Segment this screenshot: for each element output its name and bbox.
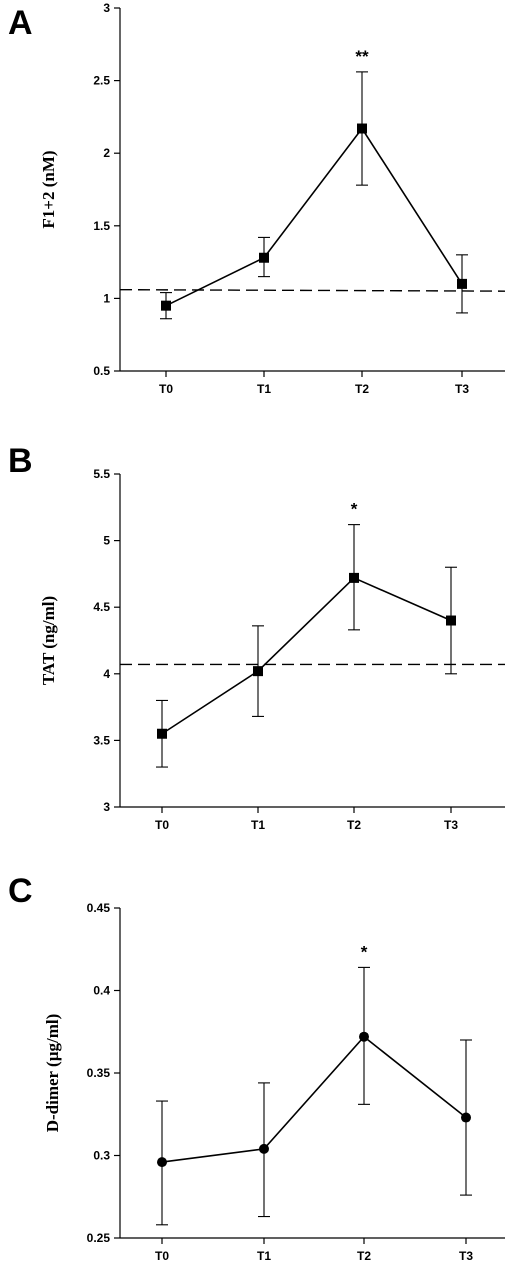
data-point <box>253 666 263 677</box>
data-point <box>259 252 269 263</box>
y-tick-label: 0.3 <box>93 1149 110 1163</box>
data-point <box>259 1143 269 1154</box>
series-line <box>165 127 463 307</box>
x-tick-label: T2 <box>357 1249 371 1263</box>
y-tick-label: 4.5 <box>93 600 110 614</box>
y-tick-label: 0.45 <box>87 901 111 915</box>
y-tick-label: 1 <box>103 291 110 305</box>
y-axis-label: F1+2 (nM) <box>39 150 58 228</box>
data-point <box>161 300 171 311</box>
significance-annotation: * <box>351 500 358 519</box>
data-point <box>461 1112 471 1123</box>
x-tick-label: T3 <box>459 1249 473 1263</box>
x-tick-label: T1 <box>257 1249 271 1263</box>
data-point <box>157 1157 167 1168</box>
panel-letter: B <box>8 442 33 480</box>
y-tick-label: 0.35 <box>87 1066 111 1080</box>
panel-letter: A <box>8 4 33 42</box>
y-tick-label: 2.5 <box>93 74 110 88</box>
x-tick-label: T0 <box>159 382 173 396</box>
y-tick-label: 0.25 <box>87 1231 111 1245</box>
x-tick-label: T2 <box>355 382 369 396</box>
significance-annotation: * <box>361 942 368 961</box>
x-tick-label: T0 <box>155 1249 169 1263</box>
significance-annotation: ** <box>355 47 369 66</box>
panel-letter: C <box>8 872 33 910</box>
y-tick-label: 3 <box>103 1 110 15</box>
data-point <box>357 123 367 134</box>
y-tick-label: 2 <box>103 146 110 160</box>
x-tick-label: T3 <box>455 382 469 396</box>
y-tick-label: 4 <box>103 667 110 681</box>
x-tick-label: T1 <box>257 382 271 396</box>
y-tick-label: 5 <box>103 534 110 548</box>
chart-panel-b: B 3 3.5 4 4.5 5 5.5 T0 T1 T2 T3 TAT (ng/ml) * <box>8 442 505 832</box>
y-tick-label: 3.5 <box>93 733 110 747</box>
x-tick-label: T1 <box>251 818 265 832</box>
y-tick-label: 0.4 <box>93 984 110 998</box>
chart-panel-c: C 0.25 0.3 0.35 0.4 0.45 T0 T1 T2 T3 D-dimer (µg/m… <box>8 872 505 1263</box>
y-tick-label: 1.5 <box>93 219 110 233</box>
chart-panel-a: A 0.5 1 1.5 2 2.5 3 T0 T1 T2 T3 F1+2 (nM) ** <box>8 1 506 396</box>
reference-line <box>119 288 506 292</box>
data-point <box>457 278 467 289</box>
data-point <box>359 1031 369 1042</box>
x-tick-label: T2 <box>347 818 361 832</box>
x-tick-label: T0 <box>155 818 169 832</box>
y-tick-label: 5.5 <box>93 467 110 481</box>
data-point <box>446 615 456 626</box>
series-line <box>161 1035 467 1163</box>
y-tick-label: 3 <box>103 800 110 814</box>
series-line <box>161 576 452 735</box>
x-tick-label: T3 <box>444 818 458 832</box>
y-tick-label: 0.5 <box>93 364 110 378</box>
data-point <box>349 572 359 583</box>
y-axis-label: TAT (ng/ml) <box>39 596 58 685</box>
data-point <box>157 728 167 739</box>
y-axis-label: D-dimer (µg/ml) <box>43 1014 62 1133</box>
